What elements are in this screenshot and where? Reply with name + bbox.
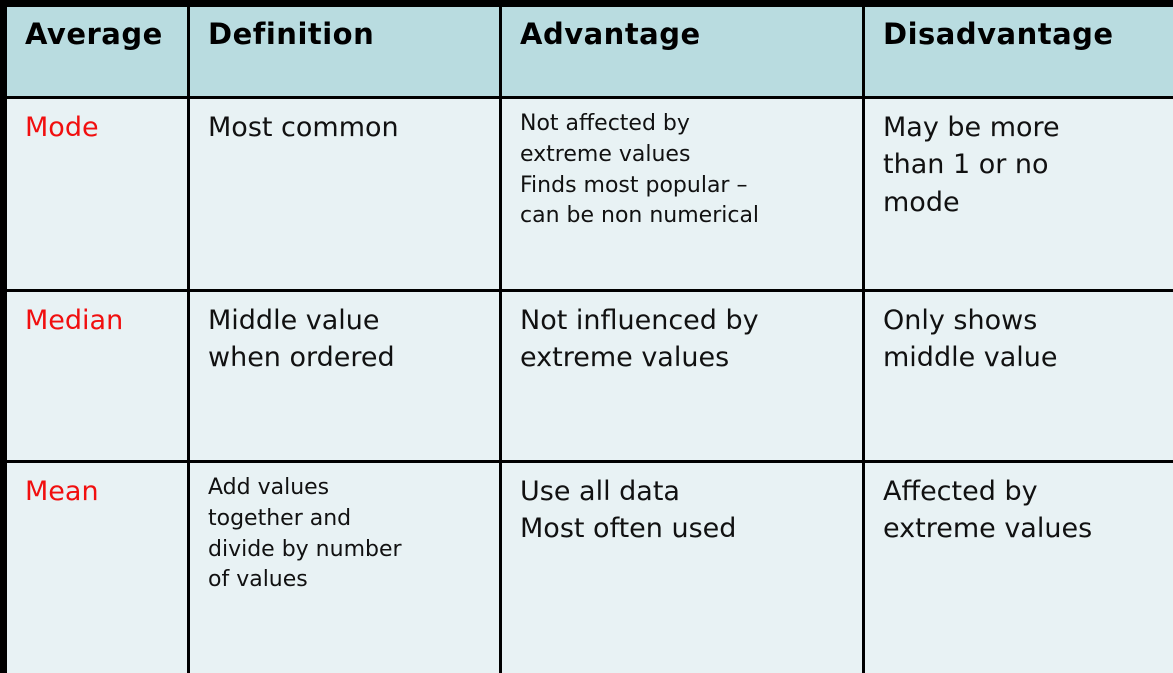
table-row-median: Median Middle value when ordered Not inf…	[2, 289, 1173, 463]
cell-mode-advantage: Not affected by extreme values Finds mos…	[499, 96, 865, 292]
cell-mode-definition: Most common	[187, 96, 502, 292]
cell-mode-disadvantage: May be more than 1 or no mode	[862, 96, 1173, 292]
cell-median-disadvantage: Only shows middle value	[862, 289, 1173, 463]
cell-mean-definition: Add values together and divide by number…	[187, 460, 502, 673]
cell-mode-label: Mode	[2, 96, 190, 292]
column-header-definition: Definition	[187, 2, 502, 99]
cell-mean-label: Mean	[2, 460, 190, 673]
cell-mean-advantage: Use all data Most often used	[499, 460, 865, 673]
column-header-average: Average	[2, 2, 190, 99]
cell-mean-disadvantage: Affected by extreme values	[862, 460, 1173, 673]
cell-median-definition: Middle value when ordered	[187, 289, 502, 463]
column-header-disadvantage: Disadvantage	[862, 2, 1173, 99]
column-header-advantage: Advantage	[499, 2, 865, 99]
table-row-mode: Mode Most common Not affected by extreme…	[2, 96, 1173, 292]
table-row-mean: Mean Add values together and divide by n…	[2, 460, 1173, 673]
header-row: Average Definition Advantage Disadvantag…	[2, 2, 1173, 99]
cell-median-label: Median	[2, 289, 190, 463]
cell-median-advantage: Not influenced by extreme values	[499, 289, 865, 463]
